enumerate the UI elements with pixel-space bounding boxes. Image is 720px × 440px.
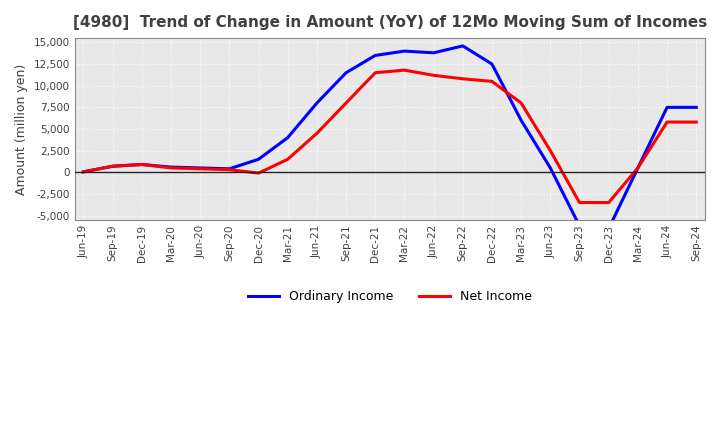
Ordinary Income [166, 165, 175, 170]
Ordinary Income [284, 135, 292, 140]
Ordinary Income [371, 53, 379, 58]
Ordinary Income [604, 226, 613, 231]
Net Income [225, 167, 234, 172]
Ordinary Income [662, 105, 671, 110]
Ordinary Income [517, 117, 526, 123]
Ordinary Income [429, 50, 438, 55]
Net Income [429, 73, 438, 78]
Net Income [342, 100, 351, 106]
Net Income [487, 79, 496, 84]
Net Income [604, 200, 613, 205]
Ordinary Income [312, 100, 321, 106]
Ordinary Income [546, 165, 554, 171]
Net Income [400, 67, 409, 73]
Ordinary Income [459, 43, 467, 48]
Ordinary Income [487, 62, 496, 67]
Ordinary Income [254, 157, 263, 162]
Net Income [312, 131, 321, 136]
Ordinary Income [108, 164, 117, 169]
Net Income [692, 119, 701, 125]
Net Income [371, 70, 379, 75]
Net Income [284, 157, 292, 162]
Legend: Ordinary Income, Net Income: Ordinary Income, Net Income [243, 285, 537, 308]
Ordinary Income [575, 223, 584, 228]
Line: Ordinary Income: Ordinary Income [84, 46, 696, 228]
Net Income [546, 148, 554, 153]
Net Income [662, 119, 671, 125]
Net Income [166, 165, 175, 171]
Y-axis label: Amount (million yen): Amount (million yen) [15, 63, 28, 194]
Ordinary Income [79, 169, 88, 175]
Ordinary Income [342, 70, 351, 75]
Net Income [459, 76, 467, 81]
Ordinary Income [634, 165, 642, 171]
Line: Net Income: Net Income [84, 70, 696, 202]
Net Income [138, 162, 146, 167]
Ordinary Income [138, 162, 146, 167]
Ordinary Income [196, 165, 204, 171]
Ordinary Income [400, 48, 409, 54]
Net Income [254, 170, 263, 176]
Net Income [196, 166, 204, 172]
Title: [4980]  Trend of Change in Amount (YoY) of 12Mo Moving Sum of Incomes: [4980] Trend of Change in Amount (YoY) o… [73, 15, 707, 30]
Net Income [634, 165, 642, 171]
Net Income [108, 164, 117, 169]
Ordinary Income [225, 166, 234, 172]
Ordinary Income [692, 105, 701, 110]
Net Income [575, 200, 584, 205]
Net Income [79, 169, 88, 175]
Net Income [517, 100, 526, 106]
